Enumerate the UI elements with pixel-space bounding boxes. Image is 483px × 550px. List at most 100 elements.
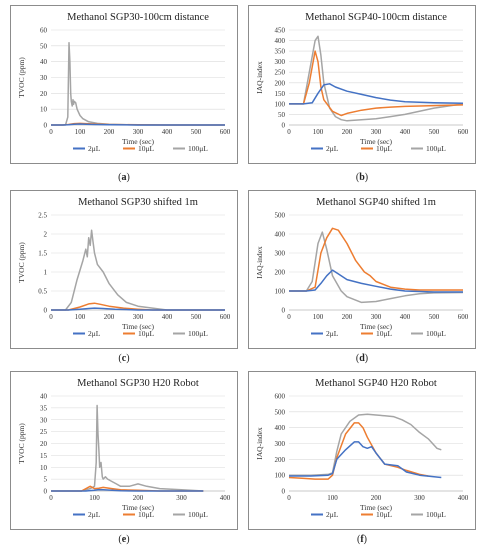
subfigure-label-d: (d) <box>355 353 369 364</box>
y-tick-label: 2 <box>44 231 48 239</box>
chart-title: Methanol SGP40 H20 Robot <box>315 378 437 389</box>
y-tick-label: 500 <box>275 408 286 416</box>
y-tick-label: 35 <box>40 404 48 412</box>
x-axis-label: Time (sec) <box>122 137 155 146</box>
chart-panel-e: Methanol SGP30 H20 Robot 0 5 10 15 20 25 30 35 40… <box>10 371 238 530</box>
x-axis-label: Time (sec) <box>360 137 393 146</box>
chart-title: Methanol SGP30 H20 Robot <box>77 378 199 389</box>
x-axis-label: Time (sec) <box>360 503 393 512</box>
x-tick-label: 400 <box>458 494 469 502</box>
x-tick-label: 200 <box>104 313 115 321</box>
x-tick-label: 300 <box>133 313 144 321</box>
y-tick-label: 200 <box>275 269 286 277</box>
series-line-10uL <box>289 50 464 117</box>
x-tick-label: 300 <box>414 494 425 502</box>
y-tick-label: 200 <box>275 79 286 87</box>
y-axis-label: IAQ-index <box>255 246 264 279</box>
series-line-2uL <box>51 307 225 311</box>
y-tick-label: 400 <box>275 424 286 432</box>
y-tick-label: 150 <box>275 90 286 98</box>
x-tick-label: 200 <box>104 128 115 136</box>
y-axis-label: IAQ-index <box>255 61 264 94</box>
y-tick-label: 450 <box>275 27 286 35</box>
y-tick-label: 350 <box>275 48 286 56</box>
chart-svg: Methanol SGP40-100cm distance 0 50 100 150 20… <box>255 12 469 153</box>
y-tick-label: 0 <box>44 122 48 130</box>
y-tick-label: 25 <box>40 428 48 436</box>
chart-title: Methanol SGP40 shifted 1m <box>316 197 436 208</box>
y-tick-label: 100 <box>275 288 286 296</box>
x-tick-label: 0 <box>49 128 53 136</box>
y-tick-label: 100 <box>275 100 286 108</box>
y-tick-label: 30 <box>40 416 48 424</box>
legend-label-10uL: 10μL <box>376 510 393 519</box>
legend-label-2uL: 2μL <box>326 329 339 338</box>
x-tick-label: 200 <box>133 494 144 502</box>
y-axis-label: TVOC (ppm) <box>17 242 26 283</box>
x-tick-label: 500 <box>191 313 202 321</box>
y-tick-label: 400 <box>275 231 286 239</box>
x-tick-label: 0 <box>287 313 291 321</box>
chart-svg: Methanol SGP30 shifted 1m 0 0.5 1 1.5 2 2.5 0 10… <box>17 197 231 338</box>
x-tick-label: 400 <box>162 313 173 321</box>
legend-label-10uL: 10μL <box>376 329 393 338</box>
x-tick-label: 300 <box>176 494 187 502</box>
y-tick-label: 600 <box>275 393 286 401</box>
series-line-100uL <box>51 404 204 492</box>
x-tick-label: 0 <box>49 494 53 502</box>
series-line-10uL <box>289 227 463 292</box>
series-line-2uL <box>289 441 442 479</box>
y-tick-label: 5 <box>44 476 48 484</box>
legend-label-2uL: 2μL <box>88 329 101 338</box>
x-tick-label: 100 <box>75 313 86 321</box>
x-tick-label: 600 <box>458 128 469 136</box>
y-tick-label: 10 <box>40 464 48 472</box>
x-tick-label: 500 <box>429 128 440 136</box>
y-tick-label: 30 <box>40 74 48 82</box>
y-tick-label: 20 <box>40 440 48 448</box>
x-tick-label: 300 <box>371 313 382 321</box>
x-tick-label: 400 <box>162 128 173 136</box>
legend-label-2uL: 2μL <box>88 144 101 153</box>
x-axis-label: Time (sec) <box>122 503 155 512</box>
legend-label-100uL: 100μL <box>426 144 446 153</box>
y-tick-label: 0 <box>282 488 286 496</box>
y-axis-label: IAQ-index <box>255 427 264 460</box>
series-line-100uL <box>289 413 442 476</box>
y-tick-label: 250 <box>275 69 286 77</box>
x-tick-label: 100 <box>313 313 324 321</box>
y-tick-label: 1.5 <box>38 250 47 258</box>
series-line-100uL <box>51 41 225 126</box>
x-tick-label: 200 <box>371 494 382 502</box>
subfigure-label-e: (e) <box>118 534 130 545</box>
y-tick-label: 0 <box>44 488 48 496</box>
legend-label-2uL: 2μL <box>88 510 101 519</box>
series-line-100uL <box>289 231 464 304</box>
x-tick-label: 100 <box>89 494 100 502</box>
y-tick-label: 0 <box>44 307 48 315</box>
series-line-10uL <box>288 422 429 480</box>
y-axis-label: TVOC (ppm) <box>17 57 26 98</box>
x-tick-label: 500 <box>429 313 440 321</box>
chart-panel-a: Methanol SGP30-100cm distance 0 10 20 30 40 50… <box>10 5 238 164</box>
y-tick-label: 15 <box>40 452 48 460</box>
legend-label-2uL: 2μL <box>326 510 339 519</box>
legend-label-100uL: 100μL <box>188 144 208 153</box>
chart-title: Methanol SGP30 shifted 1m <box>78 197 198 208</box>
x-tick-label: 500 <box>191 128 202 136</box>
subfigure-label-f: (f) <box>356 534 368 545</box>
y-tick-label: 60 <box>40 27 48 35</box>
y-tick-label: 40 <box>40 58 48 66</box>
legend-label-10uL: 10μL <box>376 144 393 153</box>
y-tick-label: 50 <box>40 42 48 50</box>
chart-title: Methanol SGP30-100cm distance <box>67 12 209 23</box>
y-tick-label: 300 <box>275 58 286 66</box>
x-axis-label: Time (sec) <box>360 322 393 331</box>
x-tick-label: 200 <box>342 313 353 321</box>
x-tick-label: 300 <box>371 128 382 136</box>
chart-svg: Methanol SGP40 H20 Robot 0 100 200 300 400 500… <box>255 378 469 519</box>
subfigure-label-a: (a) <box>118 172 130 183</box>
x-tick-label: 100 <box>327 494 338 502</box>
chart-panel-b: Methanol SGP40-100cm distance 0 50 100 150 20… <box>248 5 476 164</box>
x-tick-label: 400 <box>400 313 411 321</box>
